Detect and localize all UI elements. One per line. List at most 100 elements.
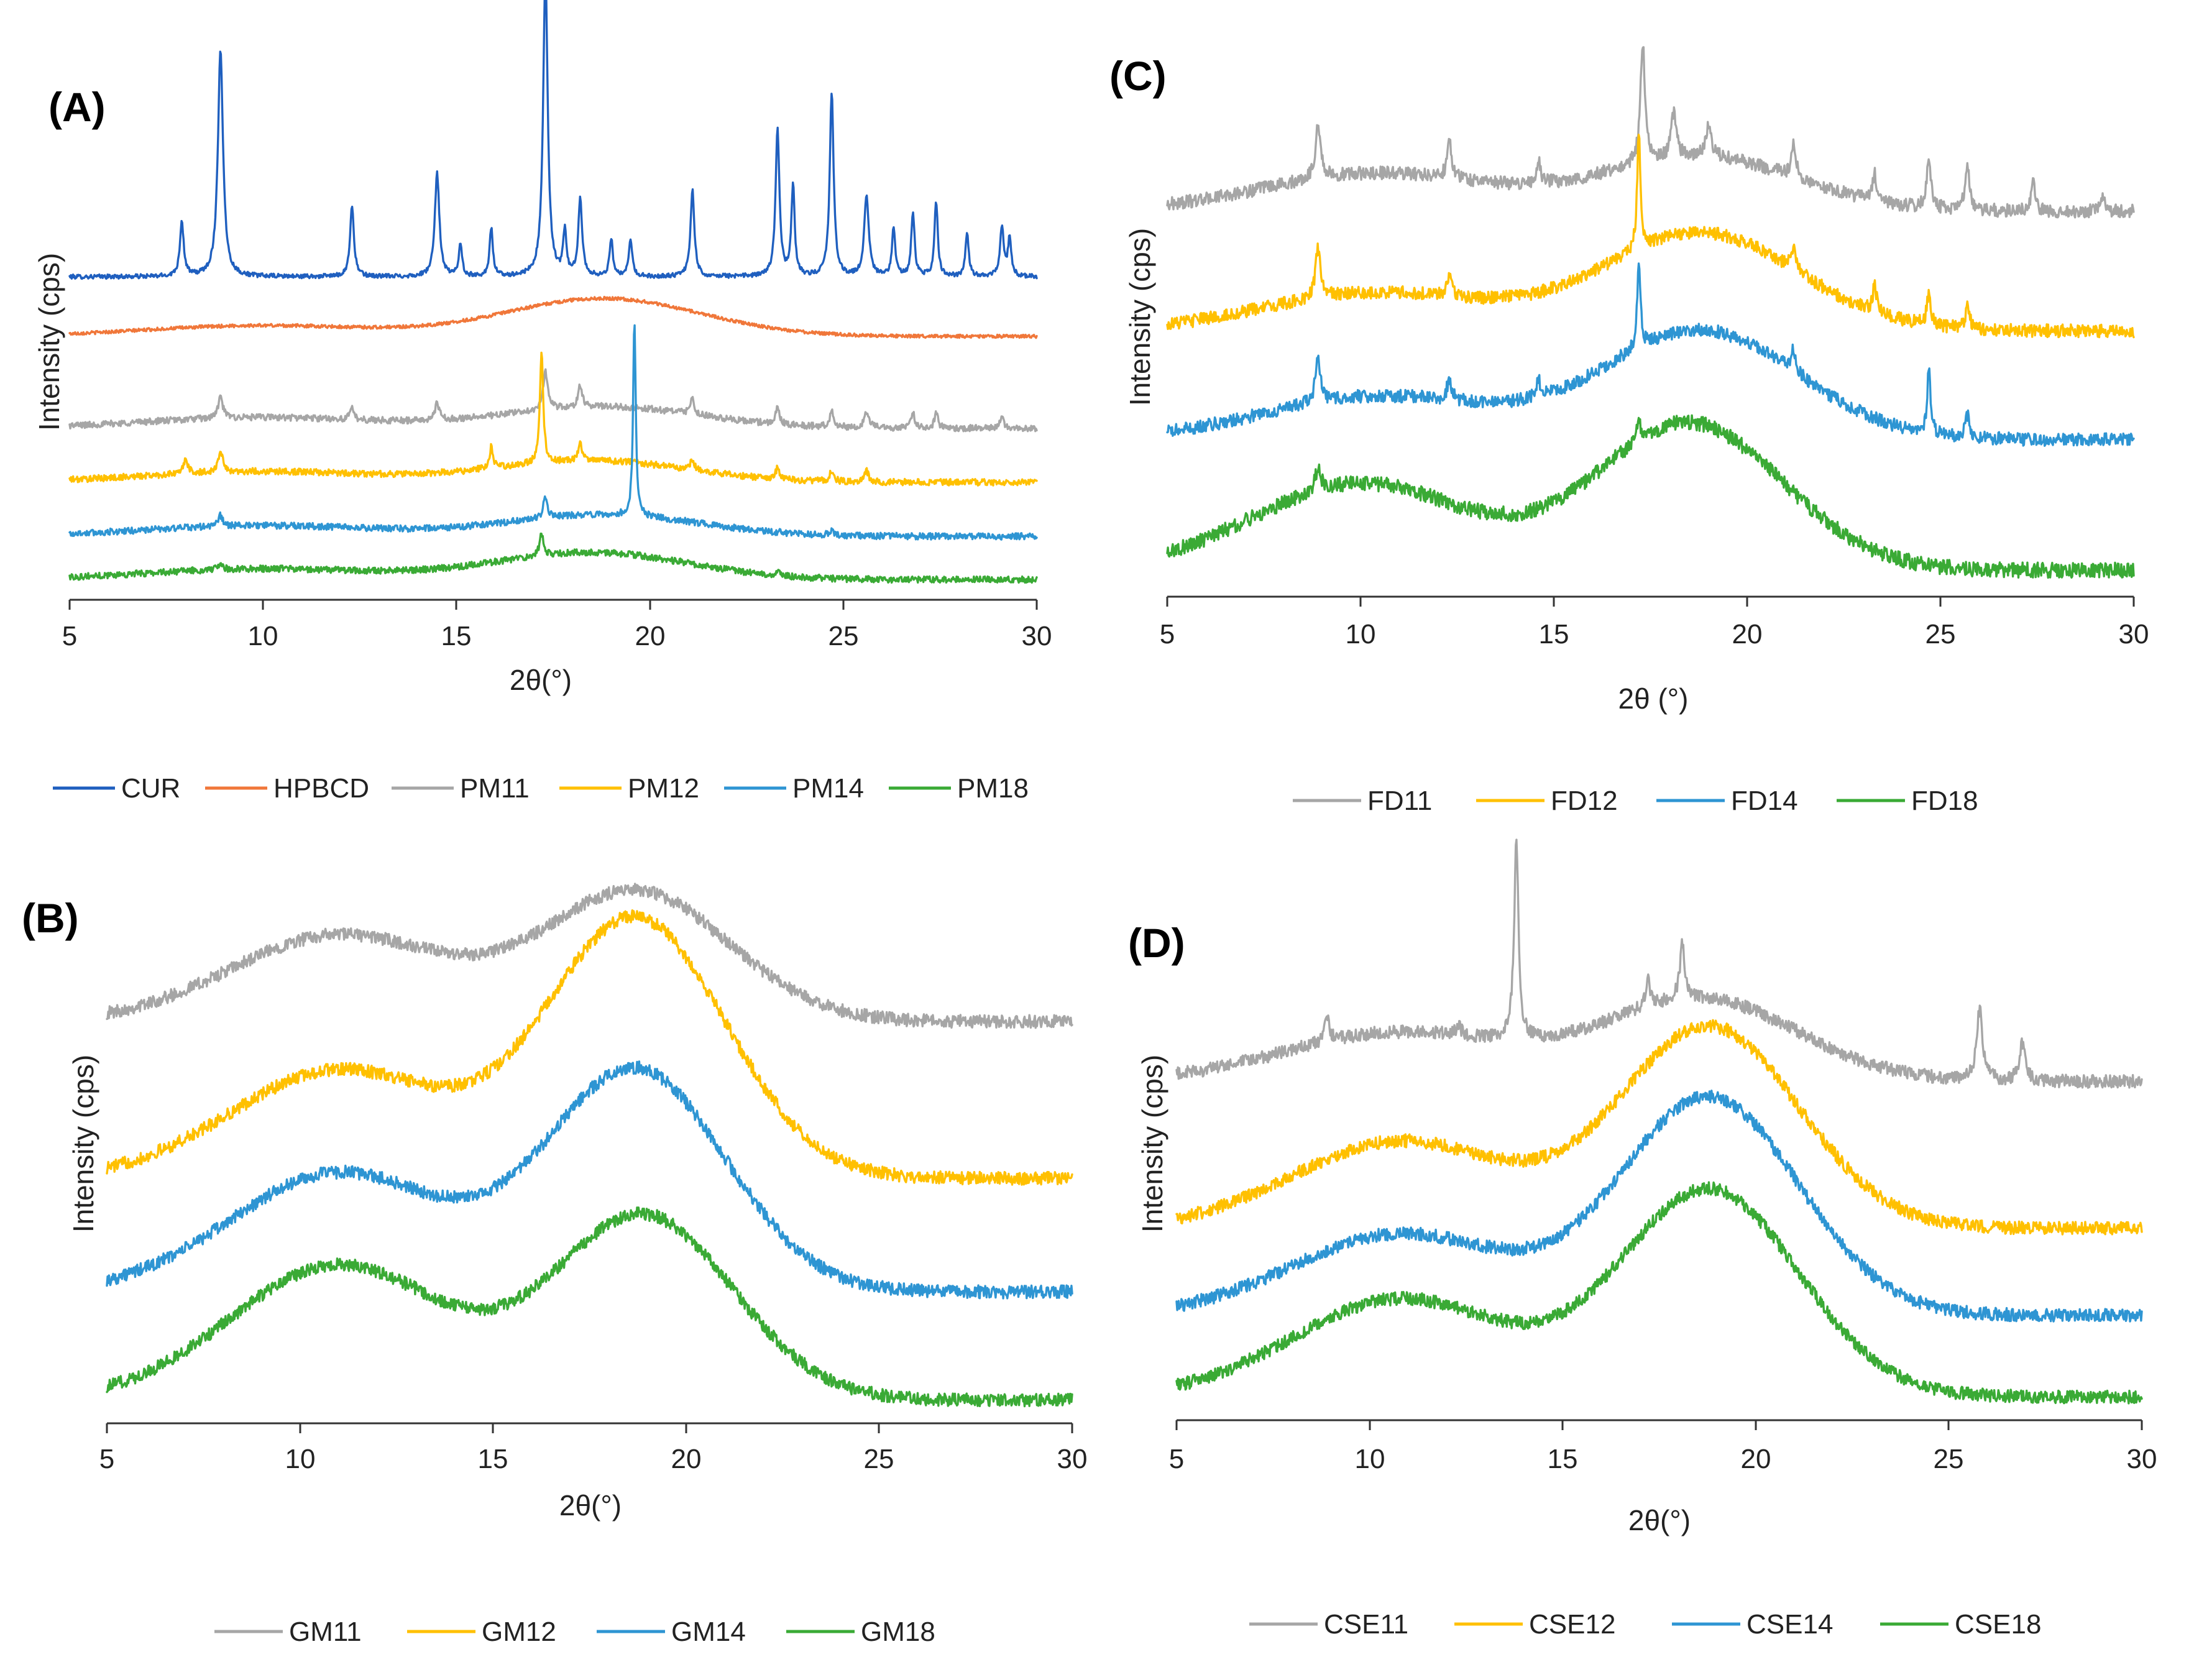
series-line-gm11	[106, 883, 1073, 1029]
panel-a: (A) Intensity (cps) 5 10 15 20 25 30 2θ(…	[33, 0, 1052, 804]
legend-item-fd18: FD18	[1837, 786, 1978, 816]
panel-b-series	[106, 883, 1073, 1408]
panel-b-x-ticks: 5 10 15 20 25 30	[99, 1423, 1088, 1474]
panel-d-tick-label: 30	[2127, 1444, 2157, 1474]
panel-a-legend: CUR HPBCD PM11 PM12 PM14 PM18	[53, 773, 1029, 804]
series-line-hpbcd	[68, 295, 1038, 339]
legend-label-cse12: CSE12	[1529, 1609, 1615, 1640]
series-line-cse11	[1175, 838, 2143, 1089]
panel-c-tick-label: 5	[1160, 619, 1175, 650]
panel-b-tick-label: 20	[671, 1444, 702, 1474]
legend-label-fd11: FD11	[1367, 786, 1432, 816]
panel-a-x-axis-label: 2θ(°)	[510, 664, 572, 696]
series-line-pm14	[68, 324, 1038, 541]
legend-label-gm12: GM12	[482, 1617, 556, 1647]
panel-c-x-axis-label: 2θ (°)	[1618, 682, 1689, 715]
legend-item-cse14: CSE14	[1672, 1609, 1833, 1640]
legend-label-pm11: PM11	[460, 773, 530, 804]
panel-d-tick-label: 25	[1934, 1444, 1964, 1474]
legend-label-fd14: FD14	[1731, 786, 1798, 816]
legend-label-cse18: CSE18	[1955, 1609, 2041, 1640]
panel-d-x-ticks: 5 10 15 20 25 30	[1169, 1420, 2157, 1474]
panel-a-letter: (A)	[48, 84, 106, 130]
series-line-cse14	[1175, 1090, 2143, 1323]
panel-b-x-axis-label: 2θ(°)	[559, 1489, 622, 1522]
legend-label-cse14: CSE14	[1746, 1609, 1833, 1640]
panel-c-x-ticks: 5 10 15 20 25 30	[1160, 597, 2149, 650]
series-line-pm18	[68, 532, 1038, 584]
legend-label-pm18: PM18	[957, 773, 1029, 804]
panel-b-tick-label: 5	[99, 1444, 114, 1474]
series-line-gm14	[106, 1060, 1073, 1300]
panel-b-tick-label: 25	[864, 1444, 894, 1474]
legend-item-fd12: FD12	[1476, 786, 1618, 816]
legend-item-gm18: GM18	[786, 1617, 935, 1647]
legend-item-pm14: PM14	[724, 773, 864, 804]
legend-label-pm14: PM14	[792, 773, 864, 804]
panel-a-y-axis-label: Intensity (cps)	[33, 253, 65, 431]
panel-c-y-axis-label: Intensity (cps)	[1124, 228, 1156, 406]
legend-item-pm12: PM12	[559, 773, 699, 804]
legend-item-pm18: PM18	[889, 773, 1029, 804]
panel-c: (C) Intensity (cps) 5 10 15 20 25 30 2θ …	[1109, 46, 2149, 816]
legend-label-gm18: GM18	[861, 1617, 935, 1647]
panel-d-tick-label: 10	[1355, 1444, 1385, 1474]
legend-item-hpbcd: HPBCD	[205, 773, 369, 804]
panel-c-legend: FD11 FD12 FD14 FD18	[1293, 786, 1978, 816]
panel-d-tick-label: 15	[1548, 1444, 1578, 1474]
panel-c-tick-label: 25	[1925, 619, 1956, 650]
panel-a-tick-label: 20	[635, 621, 666, 651]
panel-a-tick-label: 30	[1022, 621, 1052, 651]
panel-b-letter: (B)	[22, 895, 79, 941]
panel-b-tick-label: 10	[285, 1444, 316, 1474]
legend-label-gm11: GM11	[289, 1617, 362, 1647]
legend-item-pm11: PM11	[392, 773, 530, 804]
legend-item-fd14: FD14	[1656, 786, 1798, 816]
panel-d-y-axis-label: Intensity (cps)	[1136, 1055, 1168, 1232]
panel-a-tick-label: 25	[828, 621, 859, 651]
panel-c-tick-label: 20	[1732, 619, 1763, 650]
panel-d-x-axis-label: 2θ(°)	[1628, 1504, 1691, 1536]
panel-d-tick-label: 20	[1741, 1444, 1771, 1474]
legend-label-cur: CUR	[121, 773, 180, 804]
legend-item-cse11: CSE11	[1249, 1609, 1408, 1640]
series-line-cse12	[1175, 1019, 2143, 1236]
legend-item-cur: CUR	[53, 773, 180, 804]
panel-c-series	[1166, 46, 2135, 579]
series-line-pm11	[68, 368, 1038, 433]
panel-a-tick-label: 5	[62, 621, 77, 651]
panel-b-tick-label: 30	[1057, 1444, 1088, 1474]
panel-d-letter: (D)	[1128, 920, 1185, 966]
series-line-fd14	[1166, 262, 2135, 447]
series-line-fd11	[1166, 46, 2135, 219]
legend-label-fd12: FD12	[1551, 786, 1618, 816]
legend-item-gm11: GM11	[214, 1617, 362, 1647]
panel-c-tick-label: 10	[1346, 619, 1376, 650]
legend-label-pm12: PM12	[628, 773, 699, 804]
legend-label-cse11: CSE11	[1324, 1609, 1408, 1640]
panel-a-tick-label: 15	[441, 621, 472, 651]
legend-label-hpbcd: HPBCD	[273, 773, 369, 804]
series-line-fd12	[1166, 134, 2135, 339]
legend-item-cse18: CSE18	[1880, 1609, 2041, 1640]
panel-c-tick-label: 15	[1539, 619, 1569, 650]
panel-a-series	[68, 0, 1038, 584]
legend-item-gm14: GM14	[597, 1617, 746, 1647]
legend-label-gm14: GM14	[671, 1617, 746, 1647]
panel-d-series	[1175, 838, 2143, 1405]
legend-item-cse12: CSE12	[1454, 1609, 1615, 1640]
legend-item-gm12: GM12	[407, 1617, 556, 1647]
legend-item-fd11: FD11	[1293, 786, 1432, 816]
panel-d-tick-label: 5	[1169, 1444, 1184, 1474]
series-line-pm12	[68, 351, 1038, 487]
panel-b-y-axis-label: Intensity (cps)	[67, 1055, 99, 1232]
series-line-cse18	[1175, 1181, 2143, 1405]
panel-a-x-ticks: 5 10 15 20 25 30	[62, 600, 1052, 651]
panel-d: (D) Intensity (cps) 5 10 15 20 25 30 2θ(…	[1128, 838, 2157, 1640]
series-line-gm18	[106, 1206, 1073, 1408]
panel-b-tick-label: 15	[478, 1444, 508, 1474]
panel-b: (B) Intensity (cps) 5 10 15 20 25 30 2θ(…	[22, 883, 1088, 1647]
series-line-gm12	[106, 909, 1073, 1186]
panel-c-letter: (C)	[1109, 53, 1167, 99]
